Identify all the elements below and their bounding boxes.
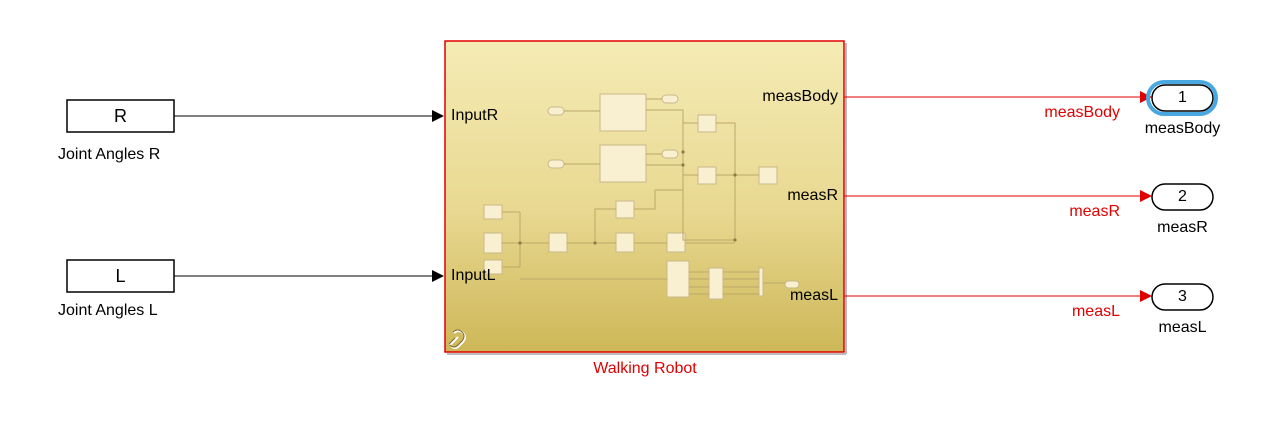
port-label-measl: measL (789, 287, 838, 304)
outport-1-number: 1 (1178, 89, 1187, 106)
walking-robot-subsystem[interactable] (444, 40, 845, 353)
port-label-inputl: InputL (451, 267, 496, 284)
from-block-l[interactable] (66, 259, 175, 293)
from-block-r[interactable] (66, 99, 175, 133)
from-block-r-tag: R (114, 106, 127, 126)
outport-2-label: measR (1157, 219, 1208, 236)
from-block-r-label: Joint Angles R (58, 146, 161, 163)
signal-label-measr[interactable]: measR (1069, 203, 1120, 220)
subsystem-preview-dots (518, 150, 737, 245)
from-block-l-tag: L (115, 266, 126, 286)
outport-1-selection-highlight (1146, 80, 1218, 116)
subsystem-name[interactable]: Walking Robot (593, 360, 697, 377)
outport-1-label: measBody (1144, 120, 1221, 137)
port-label-measr: measR (787, 187, 838, 204)
outport-2-number: 2 (1178, 188, 1187, 205)
signal-label-measl[interactable]: measL (1071, 303, 1120, 320)
outport-3[interactable] (1151, 283, 1214, 311)
port-label-inputr: InputR (451, 107, 499, 124)
outport-1[interactable] (1151, 84, 1214, 112)
signal-label-measbody[interactable]: measBody (1044, 104, 1120, 121)
outport-3-number: 3 (1178, 288, 1187, 305)
library-link-icon (449, 330, 466, 349)
from-block-l-label: Joint Angles L (58, 302, 158, 319)
outport-3-label: measL (1158, 319, 1207, 336)
outport-2[interactable] (1151, 183, 1214, 211)
subsystem-preview-wires (502, 98, 785, 295)
library-link-icon-shadow (448, 329, 465, 348)
port-label-measbody: measBody (762, 88, 838, 105)
subsystem-preview (483, 93, 800, 300)
